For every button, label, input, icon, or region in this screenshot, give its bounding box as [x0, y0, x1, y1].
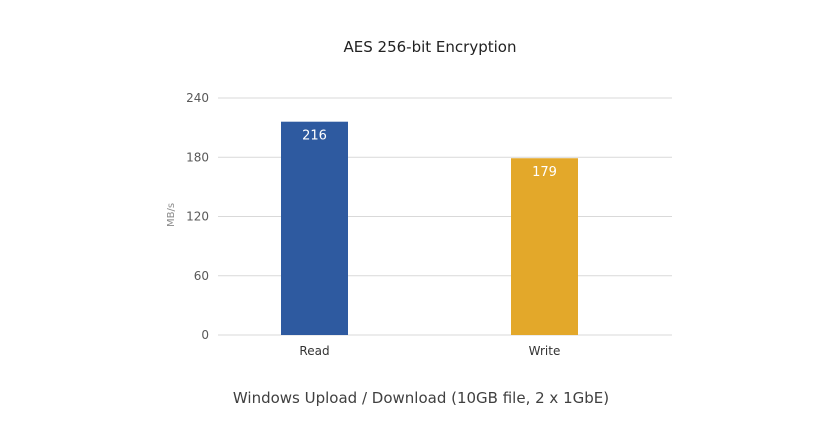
y-tick-label: 120 [186, 210, 209, 224]
data-label-write: 179 [532, 165, 557, 180]
x-tick-labels: Read Write [299, 344, 560, 358]
data-labels: 216 179 [302, 129, 557, 181]
y-tick-labels: 0 60 120 180 240 [186, 91, 209, 342]
bars [281, 121, 578, 335]
x-tick-label-read: Read [299, 344, 329, 358]
x-axis-label: Windows Upload / Download (10GB file, 2 … [233, 389, 609, 407]
y-tick-label: 180 [186, 150, 209, 164]
x-tick-label-write: Write [529, 344, 561, 358]
data-label-read: 216 [302, 129, 327, 144]
y-tick-label: 60 [194, 269, 209, 283]
y-axis-label: MB/s [166, 203, 177, 227]
chart-title: AES 256-bit Encryption [344, 38, 517, 56]
bar-read [281, 121, 348, 335]
bar-write [511, 158, 578, 335]
y-tick-label: 0 [201, 328, 209, 342]
y-tick-label: 240 [186, 91, 209, 105]
